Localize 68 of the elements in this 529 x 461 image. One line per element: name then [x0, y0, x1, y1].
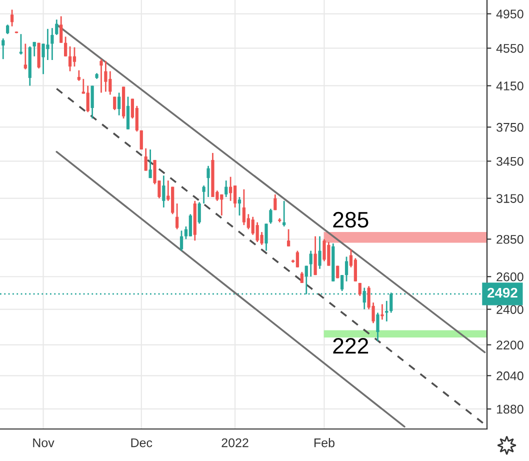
- candlestick: [100, 58, 103, 94]
- candlestick: [296, 250, 300, 268]
- candlestick: [354, 258, 357, 282]
- y-tick-label: 2850: [496, 234, 524, 244]
- candlestick: [55, 18, 58, 36]
- candlestick: [148, 148, 152, 179]
- candlestick: [60, 16, 63, 44]
- candlestick: [198, 202, 201, 224]
- candlestick: [126, 96, 130, 130]
- candlestick: [175, 202, 179, 230]
- candlestick: [322, 238, 326, 262]
- candlestick: [86, 85, 90, 113]
- candlestick: [380, 304, 384, 320]
- candlestick: [77, 70, 80, 82]
- candlestick: [2, 38, 5, 60]
- candlestick: [10, 8, 14, 28]
- candlestick: [274, 194, 277, 211]
- candlestick: [90, 85, 94, 120]
- candlestick: [72, 46, 76, 68]
- candlestick: [314, 236, 317, 276]
- candlestick: [286, 228, 290, 248]
- y-tick-label: 2200: [496, 340, 524, 350]
- y-tick-label: 2600: [496, 272, 524, 282]
- candlestick: [104, 60, 108, 92]
- candlestick: [206, 165, 210, 198]
- candlestick: [300, 271, 304, 284]
- y-tick-label: 3750: [496, 122, 524, 132]
- candlestick: [64, 36, 68, 58]
- candlestick: [318, 236, 322, 270]
- candlestick: [264, 222, 268, 252]
- candlestick: [118, 92, 121, 116]
- candlestick: [344, 256, 348, 282]
- y-tick-label: 2400: [496, 305, 524, 314]
- x-tick-label: Nov: [33, 438, 54, 448]
- candlestick: [32, 41, 36, 58]
- candlestick: [202, 184, 206, 204]
- y-tick-label: 3450: [496, 156, 524, 166]
- band-label: 222: [333, 338, 368, 354]
- candlestick: [68, 46, 72, 72]
- candlestick: [238, 196, 242, 216]
- candlestick: [224, 180, 228, 198]
- candlestick: [180, 230, 184, 252]
- candlestick: [113, 96, 116, 111]
- candlestick: [376, 312, 380, 342]
- y-tick-label: 4150: [496, 82, 524, 90]
- x-tick-label: Dec: [131, 438, 152, 448]
- x-tick-label: Feb: [314, 438, 334, 448]
- candlestick: [242, 188, 246, 226]
- candlestick: [6, 24, 10, 35]
- x-tick-label: 2022: [222, 438, 248, 448]
- y-tick-label: 1880: [496, 404, 524, 414]
- candlestick: [162, 174, 166, 208]
- candlestick: [144, 148, 148, 172]
- band-label: 285: [333, 212, 368, 228]
- candlestick: [229, 176, 232, 202]
- candlestick: [233, 184, 237, 208]
- candlestick: [188, 213, 192, 237]
- candlestick: [309, 250, 312, 278]
- candlestick: [269, 208, 272, 224]
- candlestick: [358, 282, 362, 297]
- candlestick: [50, 27, 54, 61]
- y-tick-label: 2040: [496, 371, 524, 380]
- y-tick-label: 4950: [496, 10, 524, 18]
- ref-line-label: 2492: [487, 288, 518, 298]
- candlestick: [24, 43, 27, 70]
- y-tick-label: 3150: [496, 194, 524, 203]
- y-tick-label: 4550: [496, 44, 524, 53]
- candlestick: [340, 274, 344, 292]
